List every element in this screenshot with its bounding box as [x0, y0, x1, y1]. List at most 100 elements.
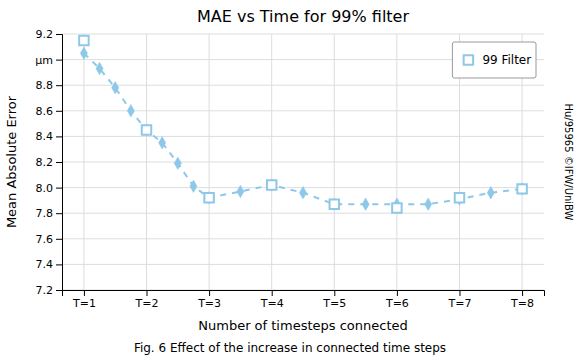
grid-line-y	[62, 34, 544, 35]
x-tick-mark	[209, 290, 210, 296]
x-axis-line	[63, 291, 545, 297]
watermark: Hu/95965 ©IFW/UniBW	[563, 103, 574, 220]
x-tick-label: T=4	[260, 297, 284, 310]
point	[174, 157, 181, 169]
y-tick: 8.0	[36, 182, 63, 195]
y-tick-mark	[56, 111, 62, 112]
y-tick-mark	[56, 188, 62, 189]
y-tick-label: 7.8	[36, 207, 54, 220]
grid-line-x	[83, 34, 84, 290]
y-tick-mark	[56, 290, 62, 291]
y-tick-mark	[56, 264, 62, 265]
y-tick: 8.8	[36, 79, 63, 92]
x-tick: T=5	[322, 290, 346, 310]
y-tick: 8.4	[36, 130, 63, 143]
x-tick-label: T=8	[510, 297, 534, 310]
point	[127, 105, 134, 117]
legend-item: 99 Filter	[464, 53, 532, 67]
y-tick-label: 8.0	[36, 182, 54, 195]
y-tick: 9.2	[36, 28, 63, 41]
y-tick: 7.6	[36, 233, 63, 246]
y-tick: 7.4	[36, 258, 63, 271]
x-axis-title: Number of timesteps connected	[198, 318, 408, 333]
y-tick-label: 8.4	[36, 130, 54, 143]
grid-line-x	[146, 34, 147, 290]
y-tick-mark	[56, 34, 62, 35]
point	[80, 47, 87, 59]
point	[392, 203, 401, 212]
x-tick-label: T=6	[385, 297, 409, 310]
y-tick-label: 8.6	[36, 105, 54, 118]
x-tick: T=2	[135, 290, 159, 310]
legend-box	[452, 42, 536, 78]
point	[487, 186, 494, 198]
x-axis: T=1 T=2 T=3 T=4 T=5 T=6 T=7 T=8	[63, 290, 545, 310]
y-tick-mark	[56, 213, 62, 214]
point	[425, 198, 432, 210]
y-tick-mark	[56, 162, 62, 163]
grid-line-y	[62, 136, 544, 137]
y-tick-mark	[56, 85, 62, 86]
point	[159, 137, 166, 149]
x-tick-label: T=7	[448, 297, 472, 310]
x-tick-mark	[147, 290, 148, 296]
x-tick: T=1	[72, 290, 96, 310]
caption: Fig. 6 Effect of the increase in connect…	[134, 341, 446, 355]
point	[362, 198, 369, 210]
point	[517, 184, 526, 193]
point	[237, 185, 244, 197]
y-tick-label: 8.8	[36, 79, 54, 92]
legend-symbol	[464, 55, 473, 64]
plot: T=1 T=2 T=3 T=4 T=5 T=6 T=7 T=8 7.2 7.4 7.6 7.8 8.0 8…	[35, 28, 544, 310]
x-tick: T=7	[448, 290, 472, 310]
y-tick-mark	[56, 239, 62, 240]
grid-line-x	[396, 34, 397, 290]
y-tick: 7.8	[36, 207, 63, 220]
x-tick-label: T=1	[72, 297, 96, 310]
y-tick: 8.2	[36, 156, 63, 169]
y-tick-label: μm	[35, 54, 53, 67]
y-tick-mark	[56, 136, 62, 137]
y-tick: 7.2	[36, 284, 63, 297]
y-tick-mark	[56, 60, 62, 61]
legend-label: 99 Filter	[482, 53, 531, 67]
x-tick: T=3	[197, 290, 221, 310]
x-tick-mark	[397, 290, 398, 296]
grid-line-x	[271, 34, 272, 290]
point	[112, 82, 119, 94]
point	[455, 193, 464, 202]
point	[79, 36, 88, 45]
point	[267, 180, 276, 189]
x-tick-mark	[84, 290, 85, 296]
x-tick-label: T=2	[135, 297, 159, 310]
grid-line-y	[62, 238, 544, 239]
y-tick-label: 7.6	[36, 233, 54, 246]
point	[299, 186, 306, 198]
grid-line-y	[62, 85, 544, 86]
point	[190, 180, 197, 192]
x-tick-mark	[522, 290, 523, 296]
point	[96, 62, 103, 74]
point	[142, 125, 151, 134]
y-tick: 8.6	[36, 105, 63, 118]
y-tick-label: 9.2	[36, 28, 54, 41]
grid-line-x	[209, 34, 210, 290]
y-tick: μm	[35, 54, 62, 67]
grid	[62, 34, 544, 290]
title: MAE vs Time for 99% filter	[197, 7, 409, 26]
x-tick: T=8	[510, 290, 534, 310]
grid-line-y	[62, 213, 544, 214]
grid-line-y	[62, 162, 544, 163]
y-tick-label: 7.2	[36, 284, 54, 297]
x-tick-label: T=3	[197, 297, 221, 310]
chart: T=1 T=2 T=3 T=4 T=5 T=6 T=7 T=8 7.2 7.4 7.6 7.8 8.0 8…	[0, 0, 580, 360]
y-tick-label: 8.2	[36, 156, 54, 169]
x-tick-label: T=5	[322, 297, 346, 310]
legend: 99 Filter	[452, 42, 536, 78]
x-tick: T=6	[385, 290, 409, 310]
point	[330, 199, 339, 208]
y-axis: 7.2 7.4 7.6 7.8 8.0 8.2 8.4 8.6 8.8 μm 9.2	[35, 28, 62, 297]
y-axis-title: Mean Absolute Error	[4, 95, 19, 228]
x-tick: T=4	[260, 290, 284, 310]
x-tick-mark	[272, 290, 273, 296]
